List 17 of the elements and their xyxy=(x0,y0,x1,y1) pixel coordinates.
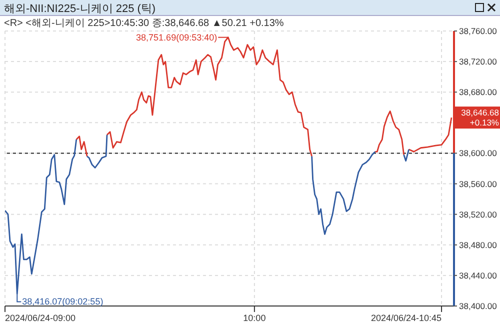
y-tick-label: 38,680.00 xyxy=(459,87,498,98)
chart-subtitle: <R> <해외-니케이 225>10:45:30 종:38,646.68 ▲50.21 +0.13% xyxy=(4,17,284,30)
annotation: 38,416.07(09:02:55) xyxy=(22,296,104,307)
y-tick-label: 38,440.00 xyxy=(459,270,498,280)
chart-title: 해외-NII:NI225-니케이 225 (틱) xyxy=(4,2,156,16)
y-tick-label: 38,520.00 xyxy=(459,209,498,220)
y-tick-label: 38,560.00 xyxy=(459,178,498,189)
y-tick-label: 38,720.00 xyxy=(459,56,498,67)
x-tick-label: 2024/06/24-10:45 xyxy=(370,313,442,323)
y-tick-label: 38,760.00 xyxy=(459,26,498,36)
annotation: 38,646.68 +0.13% xyxy=(461,108,500,128)
x-tick-label: 10:00 xyxy=(243,313,266,323)
x-tick-label: 2024/06/24-09:00 xyxy=(5,313,76,323)
y-tick-label: 38,480.00 xyxy=(459,240,498,250)
annotation: 38,751.69(09:53:40) xyxy=(136,32,218,42)
y-tick-label: 38,600.00 xyxy=(459,148,498,158)
y-tick-label: 38,400.00 xyxy=(459,301,498,312)
